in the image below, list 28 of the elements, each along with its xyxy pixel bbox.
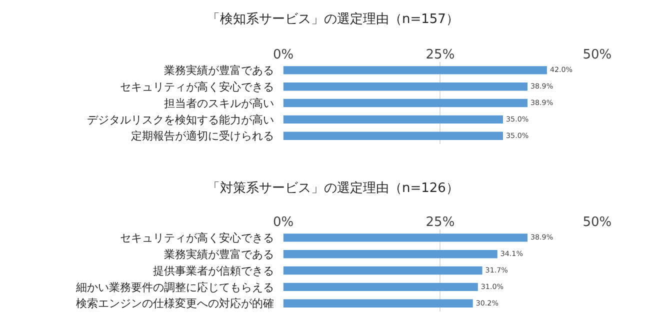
bar [283,282,478,292]
y-tick-label: 業務実績が豊富である [164,248,274,261]
y-tick-label: 業務実績が豊富である [164,64,274,78]
bar [283,266,482,275]
y-tick-label: 細かい業務要件の調整に応じてもらえる [75,280,274,294]
bar [283,98,528,108]
x-tick-label: 25% [426,214,455,230]
y-tick-label: 検索エンジンの仕様変更への対応が的確 [76,297,274,310]
bar [283,66,547,74]
y-tick-label: セキュリティが高く安心できる [120,80,274,94]
bar [283,234,528,242]
y-tick-label: 担当者のスキルが高い [164,96,274,110]
y-tick-label: セキュリティが高く安心できる [120,232,274,245]
x-tick-label: 25% [426,47,455,62]
chart-title: 「検知系サービス」の選定理由（n=157） [207,12,459,27]
x-tick-label: 50% [582,47,612,62]
bar [283,82,528,91]
x-tick-label: 0% [272,214,294,230]
bar [283,132,504,140]
y-tick-label: 提供事業者が信頼できる [153,264,274,278]
x-tick-label: 0% [272,47,294,62]
y-tick-label: デジタルリスクを検知する能力が高い [87,113,274,126]
bar [283,250,498,258]
bar [283,299,473,308]
y-tick-label: 定期報告が適切に受けられる [131,130,274,143]
bar [283,115,504,124]
chart-title: 「対策系サービス」の選定理由（n=126） [207,180,459,196]
x-tick-label: 50% [582,214,612,230]
